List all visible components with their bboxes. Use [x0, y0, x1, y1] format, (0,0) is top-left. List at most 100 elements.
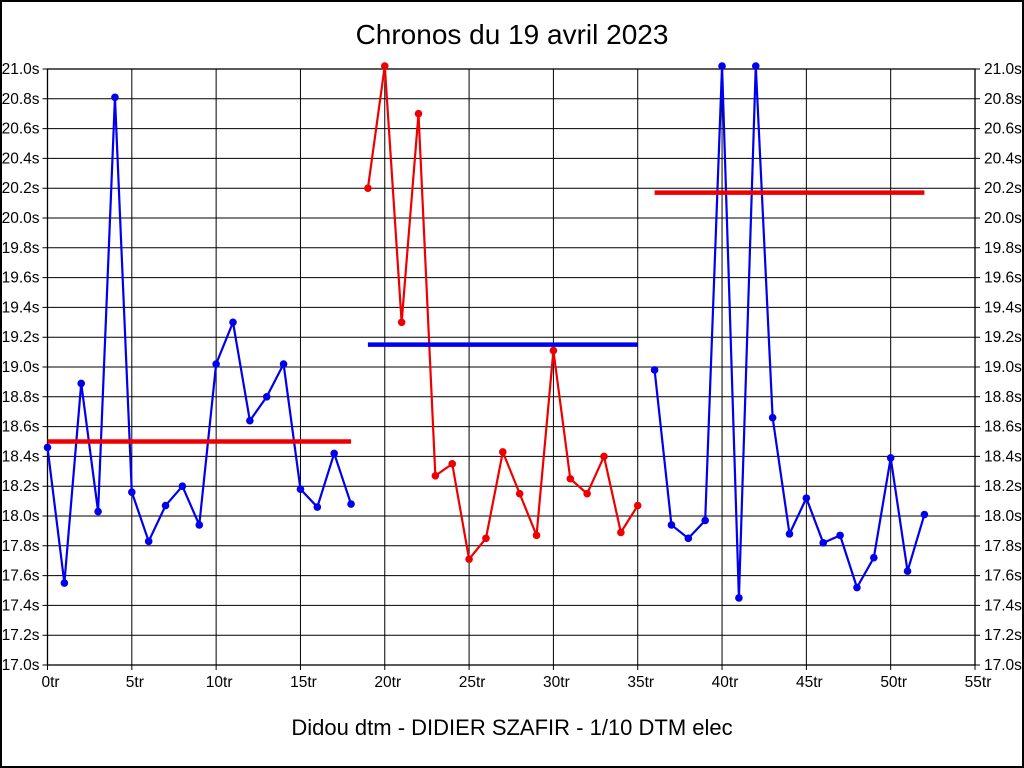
data-point-relais-3	[903, 567, 912, 575]
data-point-relais-1	[77, 379, 86, 388]
y-tick-label-right: 18.2s	[984, 478, 1022, 495]
y-tick-label-left: 19.6s	[2, 270, 40, 287]
chart-title: Chronos du 19 avril 2023	[355, 19, 669, 50]
y-tick-label-right: 18.8s	[984, 389, 1022, 406]
data-point-relais-1	[279, 360, 288, 368]
plot-border	[46, 68, 976, 666]
data-point-relais-3	[836, 531, 844, 540]
data-point-relais-1	[330, 449, 338, 458]
data-point-relais-2	[499, 448, 507, 456]
series-line-relais-3	[653, 64, 926, 600]
data-point-relais-2	[617, 528, 625, 537]
data-point-relais-2	[532, 531, 541, 540]
y-tick-label-left: 18.2s	[2, 478, 40, 495]
data-point-relais-3	[802, 494, 811, 502]
data-point-relais-1	[144, 537, 153, 546]
y-tick-label-right: 18.4s	[984, 448, 1022, 465]
y-tick-label-left: 20.2s	[2, 180, 40, 197]
data-point-relais-1	[262, 393, 271, 401]
y-tick-label-left: 18.8s	[2, 389, 40, 406]
y-tick-label-right: 20.2s	[984, 180, 1022, 197]
y-tick-label-left: 20.8s	[2, 91, 40, 108]
x-tick-label: 30tr	[543, 674, 570, 691]
y-tick-label-right: 20.0s	[984, 210, 1022, 227]
data-point-relais-2	[414, 109, 423, 118]
data-point-relais-2	[566, 474, 575, 483]
y-tick-label-right: 19.2s	[984, 329, 1022, 346]
data-point-relais-2	[364, 184, 372, 192]
series-line-relais-1	[46, 96, 353, 585]
x-tick-label: 20tr	[374, 674, 401, 691]
y-tick-label-left: 18.6s	[2, 419, 40, 436]
data-point-relais-3	[819, 539, 828, 547]
data-point-relais-3	[650, 366, 659, 374]
y-tick-label-right: 17.6s	[984, 568, 1022, 585]
y-tick-label-right: 21.0s	[984, 61, 1022, 78]
x-tick-label: 0tr	[41, 674, 59, 691]
data-point-relais-3	[667, 521, 676, 529]
y-tick-label-right: 19.4s	[984, 299, 1022, 316]
data-point-relais-1	[128, 488, 136, 496]
y-tick-label-left: 20.0s	[2, 210, 40, 227]
x-tick-label: 50tr	[880, 674, 907, 691]
data-point-relais-3	[735, 594, 743, 602]
y-tick-label-right: 17.8s	[984, 538, 1022, 555]
y-tick-label-left: 19.2s	[2, 329, 40, 346]
data-point-relais-2	[482, 534, 490, 543]
y-tick-label-left: 17.2s	[2, 627, 40, 644]
data-point-relais-3	[870, 553, 878, 562]
data-point-relais-1	[178, 482, 187, 491]
y-tick-label-right: 20.6s	[984, 121, 1022, 138]
series-line-relais-2	[366, 64, 639, 561]
data-point-relais-2	[397, 318, 406, 327]
y-tick-label-right: 17.4s	[984, 597, 1022, 614]
data-point-relais-1	[94, 507, 102, 516]
data-point-relais-1	[111, 93, 119, 102]
y-tick-label-right: 19.6s	[984, 270, 1022, 287]
y-tick-label-left: 17.0s	[2, 657, 40, 674]
data-point-relais-2	[633, 501, 642, 510]
data-point-relais-1	[43, 443, 52, 452]
x-tick-label: 5tr	[126, 674, 144, 691]
data-point-relais-2	[380, 62, 389, 70]
data-point-relais-3	[785, 530, 794, 538]
data-point-relais-1	[229, 318, 237, 327]
x-tick-label: 25tr	[459, 674, 486, 691]
y-tick-label-right: 19.8s	[984, 240, 1022, 257]
data-point-relais-1	[313, 503, 322, 511]
data-point-relais-3	[684, 534, 693, 543]
data-point-relais-1	[195, 521, 204, 529]
chart-subtitle: Didou dtm - DIDIER SZAFIR - 1/10 DTM ele…	[291, 715, 733, 740]
x-tick-label: 15tr	[290, 674, 317, 691]
data-point-relais-3	[886, 454, 895, 462]
y-tick-label-right: 17.0s	[984, 657, 1022, 674]
data-point-relais-3	[751, 62, 760, 70]
y-tick-label-left: 17.4s	[2, 597, 40, 614]
y-tick-label-left: 19.4s	[2, 299, 40, 316]
y-tick-label-right: 19.0s	[984, 359, 1022, 376]
data-point-relais-1	[161, 501, 170, 510]
data-point-relais-1	[60, 579, 69, 587]
data-point-relais-1	[347, 500, 355, 508]
y-tick-label-left: 17.6s	[2, 568, 40, 585]
data-point-relais-1	[246, 416, 254, 425]
x-tick-label: 40tr	[712, 674, 739, 691]
y-tick-label-left: 17.8s	[2, 538, 40, 555]
y-tick-label-right: 20.8s	[984, 91, 1022, 108]
data-point-relais-3	[853, 583, 861, 592]
data-point-relais-2	[515, 489, 524, 498]
y-tick-label-left: 18.0s	[2, 508, 40, 525]
y-tick-label-left: 19.0s	[2, 359, 40, 376]
y-tick-label-right: 18.0s	[984, 508, 1022, 525]
y-tick-label-right: 18.6s	[984, 419, 1022, 436]
x-tick-label: 10tr	[206, 674, 233, 691]
y-tick-label-left: 18.4s	[2, 448, 40, 465]
data-point-relais-2	[583, 489, 591, 498]
x-tick-label: 35tr	[627, 674, 654, 691]
y-tick-label-left: 20.6s	[2, 121, 40, 138]
data-point-relais-2	[600, 452, 608, 461]
data-point-relais-3	[718, 62, 726, 70]
y-tick-label-right: 20.4s	[984, 150, 1022, 167]
